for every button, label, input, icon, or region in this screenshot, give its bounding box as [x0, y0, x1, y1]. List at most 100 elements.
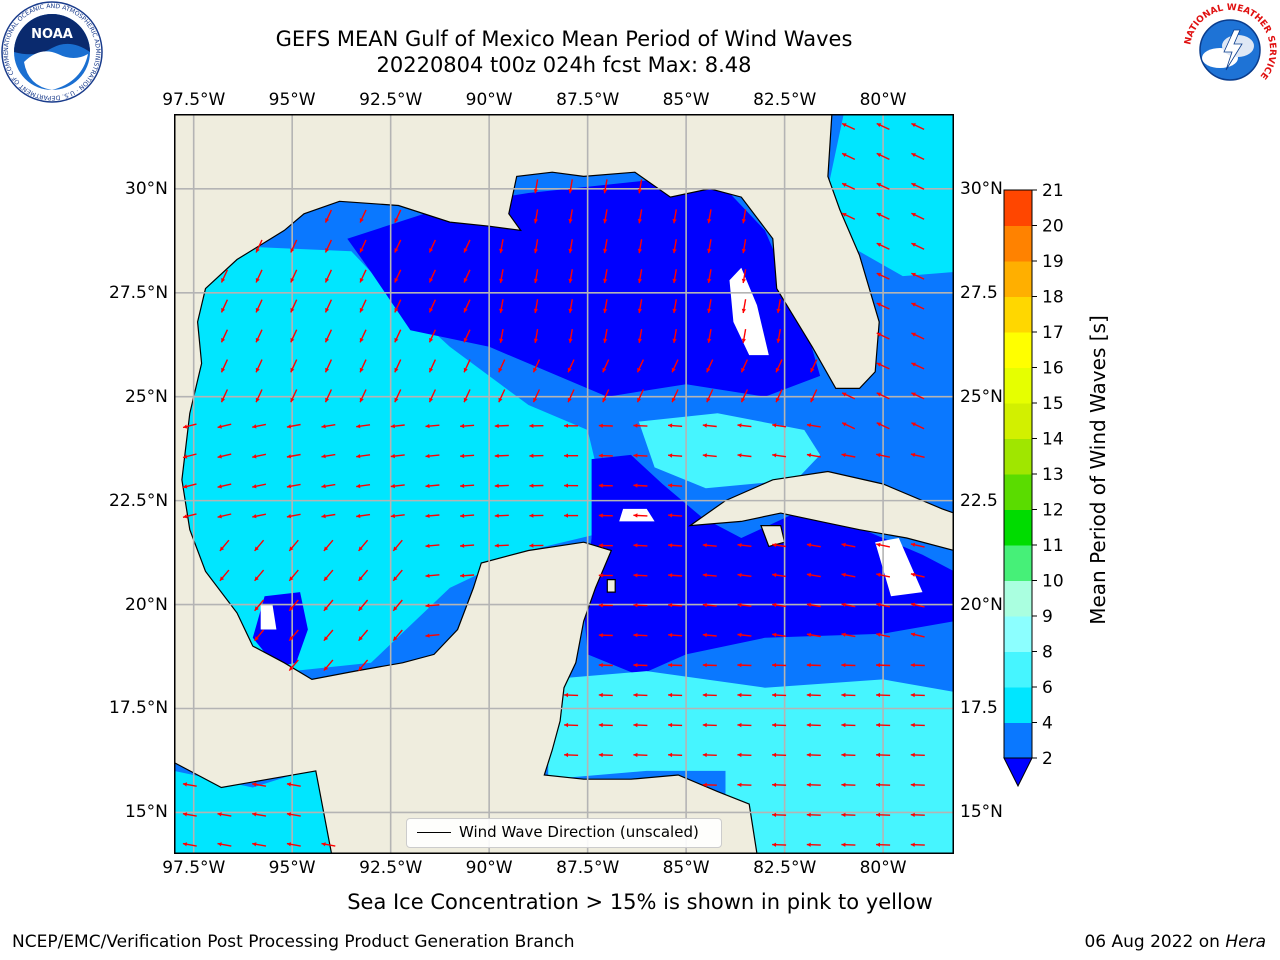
wave-arrow-head: [633, 603, 638, 608]
wave-arrow-head: [806, 542, 812, 548]
wave-arrow-head: [841, 453, 846, 458]
wave-arrow-head: [494, 543, 499, 548]
wave-arrow-head: [637, 189, 642, 194]
colorbar-tick-label: 10: [1042, 572, 1064, 592]
colorbar-segment: [1004, 474, 1032, 510]
wave-arrow-head: [252, 812, 257, 817]
wave-arrow-head: [911, 332, 916, 337]
wave-arrow-head: [323, 576, 329, 581]
wave-arrow-head: [633, 483, 638, 488]
wave-arrow-head: [602, 367, 607, 373]
lat-tick-label-left: 25°N: [125, 386, 168, 407]
wave-arrow-head: [806, 572, 812, 578]
wave-arrow-head: [429, 367, 434, 373]
colorbar-segment: [1004, 261, 1032, 297]
wave-arrow-head: [359, 337, 364, 343]
wave-arrow-head: [706, 397, 711, 403]
wave-arrow-head: [633, 692, 638, 698]
wave-arrow-head: [672, 308, 677, 313]
wave-arrow-head: [668, 543, 673, 548]
wave-arrow-head: [910, 752, 915, 758]
wave-arrow-head: [564, 423, 568, 428]
wave-arrow-head: [564, 752, 569, 758]
wave-arrow-head: [494, 513, 499, 518]
wave-arrow-head: [325, 367, 330, 373]
wave-arrow-head: [672, 278, 677, 283]
wave-arrow-head: [252, 454, 257, 459]
wave-arrow-head: [637, 248, 642, 254]
wave-arrow-head: [910, 692, 915, 698]
wave-arrow-head: [707, 248, 712, 254]
lon-tick-label-bottom: 85°W: [662, 858, 710, 878]
wave-period-field: [174, 114, 954, 854]
caption: Sea Ice Concentration > 15% is shown in …: [347, 890, 933, 914]
wave-arrow-head: [358, 636, 363, 641]
wave-arrow-head: [568, 308, 573, 313]
wave-arrow-head: [910, 812, 915, 817]
wave-arrow-head: [529, 513, 534, 518]
wave-arrow-head: [217, 842, 222, 847]
wave-arrow-head: [911, 272, 916, 277]
wave-arrow-head: [706, 367, 711, 373]
wave-arrow-head: [356, 454, 361, 459]
wave-arrow-head: [841, 782, 846, 787]
colorbar-segment: [1004, 367, 1032, 404]
wave-arrow-head: [842, 153, 847, 158]
lat-tick-label-right: 15°N: [960, 802, 1003, 823]
wave-arrow-head: [219, 576, 225, 581]
wave-arrow-head: [910, 542, 916, 547]
wave-arrow-head: [425, 483, 430, 489]
wave-arrow-head: [911, 392, 916, 397]
wave-arrow-head: [637, 338, 642, 343]
wave-arrow-head: [702, 752, 707, 758]
wave-arrow-head: [741, 367, 746, 373]
wave-arrow-head: [911, 362, 916, 367]
wave-arrow-head: [741, 397, 746, 403]
lon-tick-label-top: 92.5°W: [359, 90, 423, 110]
wave-arrow-head: [668, 663, 673, 668]
wave-arrow-head: [323, 666, 329, 671]
lon-tick-label-bottom: 95°W: [268, 858, 316, 878]
lat-tick-label-left: 30°N: [125, 178, 168, 199]
colorbar-segment: [1004, 580, 1032, 617]
wave-arrow-head: [217, 812, 222, 817]
lon-tick-label-top: 80°W: [859, 90, 907, 110]
wave-arrow-head: [876, 602, 881, 607]
wave-arrow-head: [910, 632, 916, 637]
wave-arrow-head: [911, 302, 916, 307]
wave-arrow-head: [876, 213, 882, 217]
wave-arrow-head: [568, 189, 573, 194]
wave-direction-arrows: [182, 122, 925, 847]
wave-arrow-head: [564, 722, 569, 728]
region-atlantic-cyan: [827, 114, 954, 277]
lat-tick-label-left: 22.5°N: [109, 490, 169, 511]
wave-arrow-head: [841, 842, 846, 847]
wave-arrow-head: [737, 752, 742, 758]
wave-arrow-head: [217, 514, 222, 519]
wave-arrow-head: [775, 397, 780, 403]
colorbar-segment: [1004, 403, 1032, 439]
wave-arrow-head: [910, 782, 915, 787]
wave-arrow-head: [358, 666, 363, 671]
wave-arrow-head: [529, 453, 534, 458]
wave-arrow-head: [672, 218, 677, 224]
wave-arrow-head: [671, 397, 676, 403]
wave-arrow-head: [841, 812, 846, 817]
wave-arrow-head: [359, 307, 364, 313]
wave-arrow-head: [598, 663, 603, 668]
colorbar-segment: [1004, 651, 1032, 688]
wave-arrow-head: [321, 454, 326, 459]
wave-arrow-head: [183, 454, 188, 459]
wave-arrow-head: [633, 453, 638, 458]
lon-tick-label-bottom: 80°W: [859, 858, 907, 878]
colorbar-tick-label: 16: [1042, 359, 1064, 379]
wave-arrow-head: [702, 453, 707, 458]
wave-arrow-head: [393, 576, 398, 581]
wave-arrow-head: [876, 392, 882, 397]
wave-arrow-head: [876, 453, 881, 458]
wave-arrow-head: [394, 218, 399, 223]
colorbar-tick-label: 2: [1042, 749, 1053, 769]
wave-arrow-head: [842, 123, 847, 128]
wave-arrow-head: [429, 278, 434, 283]
wave-arrow-head: [806, 663, 811, 668]
